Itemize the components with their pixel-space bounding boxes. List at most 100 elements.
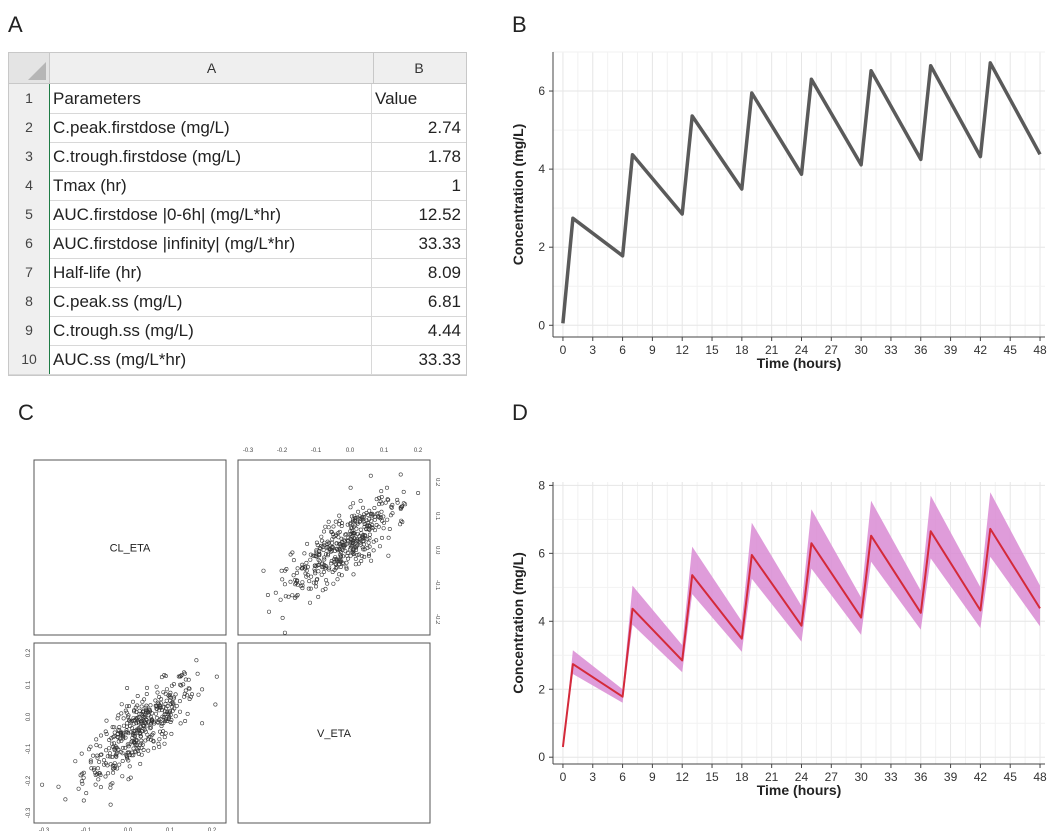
parameter-cell[interactable]: AUC.firstdose |0-6h| (mg/L*hr) bbox=[53, 200, 372, 229]
scatter-point bbox=[168, 719, 173, 724]
x-tick-label: 48 bbox=[1033, 343, 1047, 357]
scatter-point bbox=[160, 714, 165, 719]
scatter-point bbox=[154, 711, 159, 716]
value-cell[interactable]: 12.52 bbox=[418, 205, 461, 224]
scatter-point bbox=[151, 746, 156, 751]
scatter-point bbox=[185, 711, 190, 716]
scatter-point bbox=[162, 741, 167, 746]
x-tick-label: 24 bbox=[795, 343, 809, 357]
scatter-point bbox=[178, 709, 183, 714]
scatter-point bbox=[157, 737, 162, 742]
scatter-point bbox=[135, 694, 140, 699]
value-cell[interactable]: 4.44 bbox=[427, 321, 461, 340]
parameter-cell[interactable]: C.peak.ss (mg/L) bbox=[53, 287, 372, 316]
parameter-cell[interactable]: Half-life (hr) bbox=[53, 258, 372, 287]
scatter-point bbox=[110, 754, 115, 759]
scatter-point bbox=[91, 753, 96, 758]
scatter-point bbox=[295, 582, 300, 587]
scatter-point bbox=[295, 566, 300, 571]
scatter-point bbox=[398, 506, 403, 511]
x-tick-label: 36 bbox=[914, 770, 928, 784]
top-tick-label: -0.3 bbox=[243, 448, 254, 454]
scatter-point bbox=[367, 536, 372, 541]
scatter-point bbox=[119, 750, 124, 755]
scatter-point bbox=[142, 697, 147, 702]
scatter-point bbox=[162, 715, 167, 720]
table-row[interactable]: 2 C.peak.firstdose (mg/L) 2.74 bbox=[9, 113, 466, 143]
parameter-cell[interactable]: Parameters bbox=[53, 84, 372, 113]
parameter-cell[interactable]: AUC.ss (mg/L*hr) bbox=[53, 345, 372, 374]
scatter-point bbox=[88, 758, 93, 763]
row-number[interactable]: 9 bbox=[9, 316, 50, 345]
scatter-point bbox=[104, 718, 109, 723]
row-number[interactable]: 5 bbox=[9, 200, 50, 229]
table-row[interactable]: 7 Half-life (hr) 8.09 bbox=[9, 258, 466, 288]
value-cell[interactable]: 6.81 bbox=[427, 292, 461, 311]
x-tick-label: 27 bbox=[825, 770, 839, 784]
column-header-b[interactable]: B bbox=[414, 60, 424, 76]
scatter-point bbox=[104, 748, 109, 753]
parameter-cell[interactable]: C.peak.firstdose (mg/L) bbox=[53, 113, 372, 142]
value-cell[interactable]: 1 bbox=[451, 176, 461, 195]
row-number[interactable]: 4 bbox=[9, 171, 50, 200]
row-number[interactable]: 10 bbox=[9, 345, 50, 374]
value-cell[interactable]: 1.78 bbox=[427, 147, 461, 166]
table-row[interactable]: 8 C.peak.ss (mg/L) 6.81 bbox=[9, 287, 466, 317]
panel-scatter-lower bbox=[33, 642, 227, 824]
value-cell[interactable]: Value bbox=[375, 89, 418, 108]
scatter-point bbox=[144, 692, 149, 697]
scatter-point bbox=[312, 553, 317, 558]
row-number[interactable]: 1 bbox=[9, 84, 50, 113]
table-row[interactable]: 9 C.trough.ss (mg/L) 4.44 bbox=[9, 316, 466, 346]
scatter-point bbox=[108, 802, 113, 807]
scatter-point bbox=[73, 759, 78, 764]
scatter-point bbox=[97, 771, 102, 776]
select-all-corner[interactable] bbox=[9, 53, 50, 83]
row-number[interactable]: 7 bbox=[9, 258, 50, 287]
panel-cl-eta bbox=[33, 459, 227, 636]
row-number[interactable]: 2 bbox=[9, 113, 50, 142]
scatter-point bbox=[110, 763, 115, 768]
scatter-point bbox=[134, 742, 139, 747]
row-number[interactable]: 3 bbox=[9, 142, 50, 171]
table-row[interactable]: 3 C.trough.firstdose (mg/L) 1.78 bbox=[9, 142, 466, 172]
scatter-point bbox=[354, 526, 359, 531]
scatter-point bbox=[155, 700, 160, 705]
parameter-cell[interactable]: C.trough.firstdose (mg/L) bbox=[53, 142, 372, 171]
scatter-point bbox=[322, 557, 327, 562]
scatter-point bbox=[315, 563, 320, 568]
table-row[interactable]: 4 Tmax (hr) 1 bbox=[9, 171, 466, 201]
scatter-point bbox=[283, 594, 288, 599]
scatter-point bbox=[186, 686, 191, 691]
parameter-cell[interactable]: C.trough.ss (mg/L) bbox=[53, 316, 372, 345]
scatter-point bbox=[79, 779, 84, 784]
scatter-point bbox=[163, 701, 168, 706]
table-row[interactable]: 6 AUC.firstdose |infinity| (mg/L*hr) 33.33 bbox=[9, 229, 466, 259]
row-number[interactable]: 6 bbox=[9, 229, 50, 258]
column-header-a[interactable]: A bbox=[50, 53, 374, 83]
table-row[interactable]: 5 AUC.firstdose |0-6h| (mg/L*hr) 12.52 bbox=[9, 200, 466, 230]
scatter-point bbox=[196, 692, 201, 697]
scatter-point bbox=[329, 548, 334, 553]
scatter-point bbox=[379, 489, 384, 494]
scatter-point bbox=[125, 754, 130, 759]
scatter-point bbox=[348, 543, 353, 548]
scatter-point bbox=[111, 741, 116, 746]
value-cell[interactable]: 33.33 bbox=[418, 350, 461, 369]
scatter-point bbox=[322, 540, 327, 545]
parameter-cell[interactable]: AUC.firstdose |infinity| (mg/L*hr) bbox=[53, 229, 372, 258]
row-number[interactable]: 8 bbox=[9, 287, 50, 316]
value-cell[interactable]: 8.09 bbox=[427, 263, 461, 282]
value-cell[interactable]: 33.33 bbox=[418, 234, 461, 253]
table-row[interactable]: 1 Parameters Value bbox=[9, 84, 466, 114]
table-row[interactable]: 10 AUC.ss (mg/L*hr) 33.33 bbox=[9, 345, 466, 375]
scatter-point bbox=[351, 501, 356, 506]
scatter-point bbox=[173, 714, 178, 719]
scatter-point bbox=[139, 718, 144, 723]
scatter-point bbox=[125, 721, 130, 726]
value-cell[interactable]: 2.74 bbox=[427, 118, 461, 137]
scatter-point bbox=[159, 723, 164, 728]
scatter-point bbox=[157, 695, 162, 700]
parameter-cell[interactable]: Tmax (hr) bbox=[53, 171, 372, 200]
scatter-point bbox=[139, 745, 144, 750]
